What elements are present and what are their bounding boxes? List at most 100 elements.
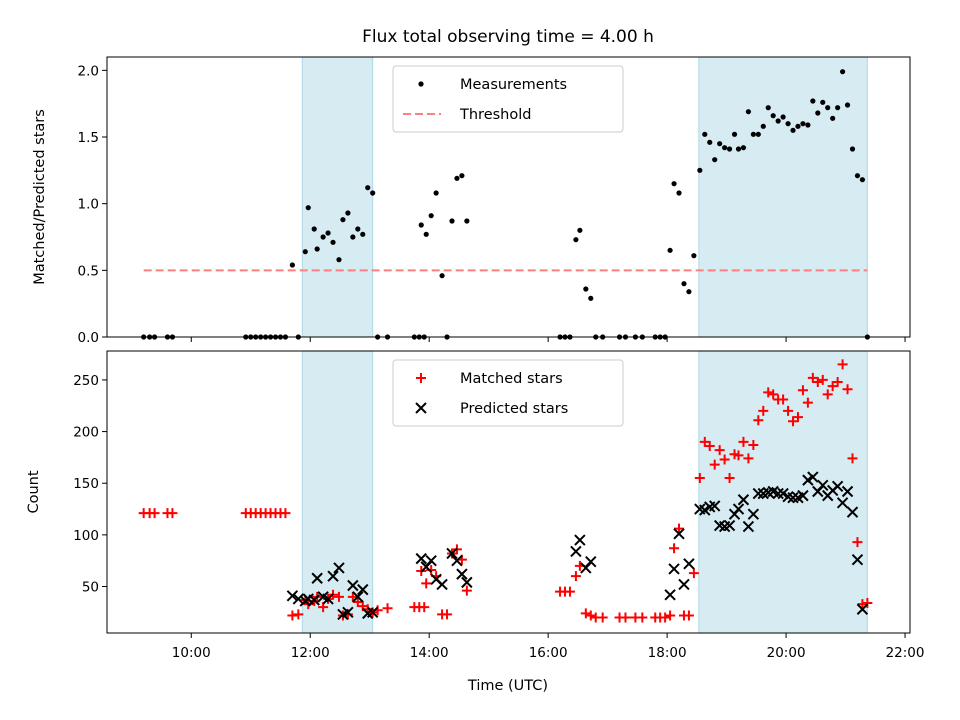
predicted-star-point [357, 583, 369, 596]
matched-star-point [333, 591, 344, 602]
measurement-point [464, 218, 470, 224]
measurement-point [345, 210, 351, 216]
predicted-star-point [451, 554, 463, 567]
measurement-point [835, 105, 841, 111]
y-tick-label: 150 [73, 476, 99, 492]
predicted-star-point [456, 568, 468, 580]
measurement-point [750, 131, 756, 137]
bottom-y-axis-label: Count [26, 470, 42, 513]
matched-star-point [660, 612, 671, 623]
measurement-point [755, 131, 761, 137]
measurement-point [583, 286, 589, 292]
measurement-point [780, 114, 786, 120]
shaded-interval [698, 56, 868, 338]
measurement-point [314, 246, 320, 252]
matched-star-point [694, 473, 705, 484]
predicted-star-point [286, 590, 299, 602]
ratio-panel: 0.0 0.5 1.0 1.5 2.0 Measurements Threshold [78, 56, 911, 346]
matched-star-point [597, 612, 608, 623]
predicted-star-point [851, 553, 864, 566]
measurement-point [745, 109, 752, 115]
predicted-star-point [436, 578, 448, 591]
matched-star-point [862, 598, 873, 609]
predicted-star-point [415, 552, 427, 565]
predicted-star-point [678, 578, 690, 591]
predicted-star-point [841, 485, 854, 498]
chart-title: Flux total observing time = 4.00 h [362, 27, 654, 47]
measurement-point [795, 123, 801, 129]
matched-star-point [837, 359, 848, 370]
matched-star-point [665, 610, 676, 621]
matched-star-point [753, 415, 764, 426]
matched-star-point [733, 450, 744, 461]
measurement-point [770, 113, 776, 119]
measurement-point [815, 110, 821, 116]
y-tick-label: 100 [73, 528, 99, 544]
matched-star-point [620, 612, 631, 623]
measurement-point [577, 227, 583, 233]
matched-star-point [783, 405, 794, 416]
measurement-point [825, 105, 831, 111]
predicted-star-point [673, 528, 685, 540]
predicted-star-point [333, 562, 345, 574]
predicted-star-point [311, 572, 323, 584]
matched-star-point [748, 440, 759, 450]
predicted-star-point [732, 503, 745, 515]
matched-star-point [758, 405, 769, 416]
measurement-point [854, 173, 861, 179]
predicted-star-point [836, 497, 849, 509]
measurement-point [760, 123, 766, 129]
measurement-point [449, 218, 455, 224]
matched-star-point [419, 602, 430, 613]
shaded-interval [301, 350, 374, 634]
matched-star-point [149, 508, 160, 519]
measurement-point [805, 122, 811, 128]
matched-star-point [852, 537, 863, 548]
measurement-point [350, 234, 356, 240]
matched-star-point [167, 508, 178, 519]
matched-star-point [421, 578, 432, 589]
legend-box [392, 65, 624, 133]
predicted-star-point [683, 558, 695, 570]
measurement-point [459, 173, 465, 179]
y-tick-label: 0.5 [78, 263, 99, 279]
matched-star-point [778, 394, 789, 405]
measurement-point [336, 257, 342, 263]
predicted-star-point [708, 500, 721, 512]
predicted-star-point [425, 554, 437, 567]
predicted-star-point [664, 589, 676, 601]
x-tick-label: 18:00 [648, 645, 687, 661]
matched-star-point [570, 571, 581, 582]
predicted-star-point [366, 606, 379, 619]
measurement-point [320, 234, 326, 240]
matched-star-point [347, 591, 358, 602]
measurement-point [305, 205, 311, 211]
predicted-star-point [747, 508, 760, 520]
predicted-star-point [585, 556, 597, 568]
predicted-star-point [856, 603, 869, 615]
x-tick-label: 12:00 [291, 645, 330, 661]
measurement-point [735, 146, 742, 152]
x-tick-label: 10:00 [172, 645, 211, 661]
matched-star-point [847, 453, 858, 464]
measurement-point [681, 281, 687, 287]
matched-star-point [442, 609, 453, 620]
x-tick-label: 22:00 [886, 645, 925, 661]
predicted-star-point [772, 487, 784, 500]
measurement-point [740, 145, 747, 151]
y-tick-label: 2.0 [78, 63, 99, 79]
measurement-point [428, 213, 434, 219]
matched-star-point [842, 384, 853, 395]
matched-star-point [832, 376, 843, 387]
predicted-star-point [668, 563, 680, 575]
measurement-point [454, 175, 460, 181]
measurement-point [573, 237, 579, 243]
matched-star-point [688, 568, 699, 579]
measurement-point [676, 190, 682, 196]
measurement-point [702, 131, 708, 137]
matched-star-point [724, 473, 735, 484]
predicted-star-point [308, 594, 320, 606]
measurement-point [712, 157, 718, 163]
predicted-star-point [817, 479, 829, 491]
